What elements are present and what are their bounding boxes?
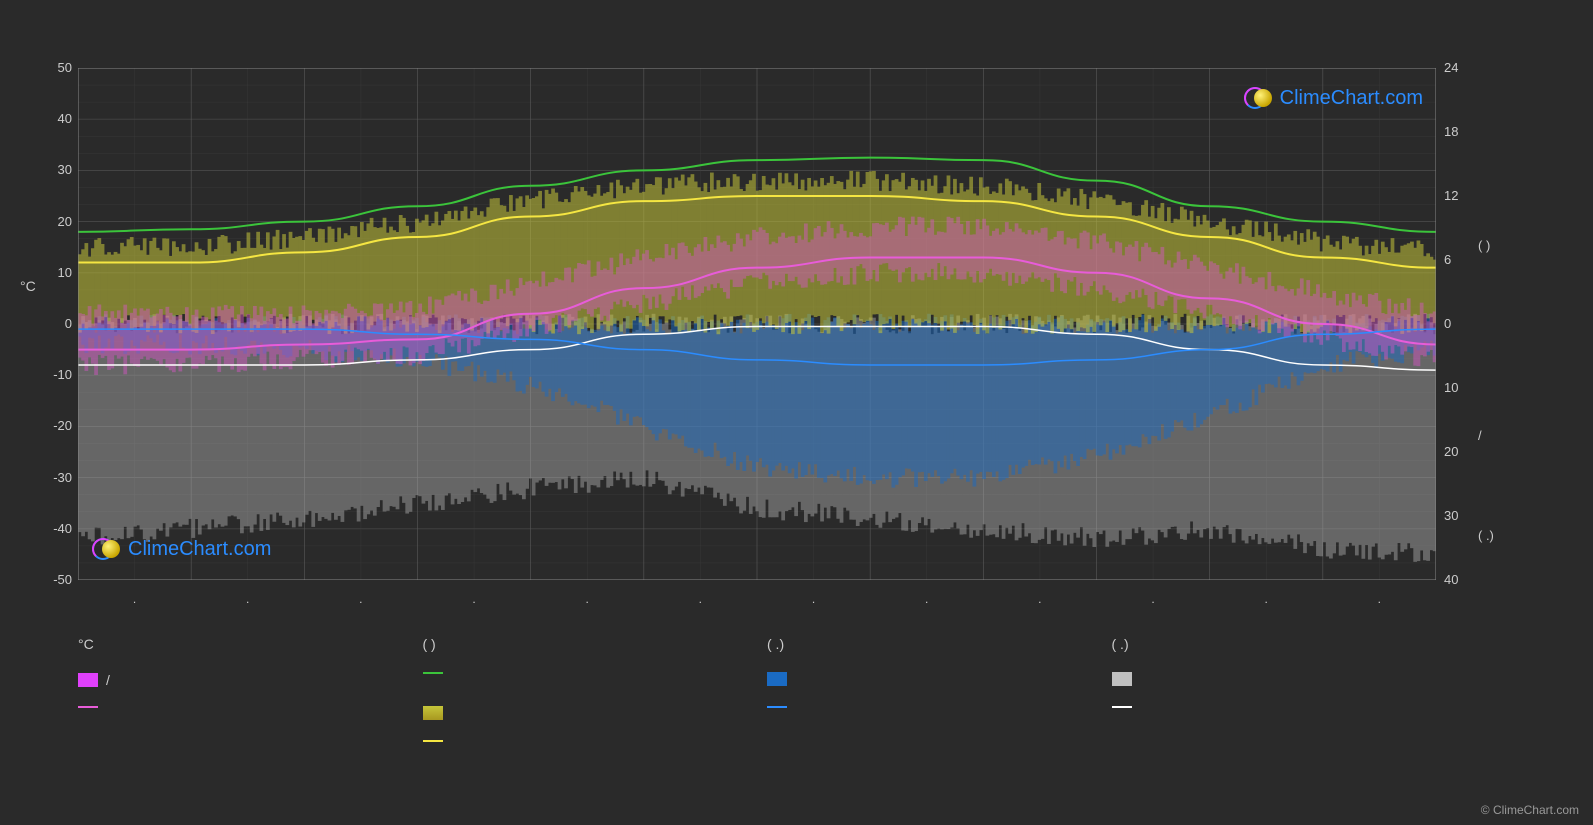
legend-row-3 bbox=[78, 702, 1436, 724]
y-tick-right: 40 bbox=[1444, 572, 1484, 587]
month-label: . bbox=[983, 592, 1096, 606]
month-label: . bbox=[191, 592, 304, 606]
y-tick-left: -10 bbox=[32, 367, 72, 382]
y-tick-left: -30 bbox=[32, 470, 72, 485]
legend-temp-low bbox=[78, 706, 403, 708]
logo-icon bbox=[1244, 84, 1272, 112]
legend-row-2: / bbox=[78, 668, 1436, 692]
legend-header-1: °C bbox=[78, 636, 403, 652]
y-tick-left: -50 bbox=[32, 572, 72, 587]
y-tick-left: 20 bbox=[32, 214, 72, 229]
y-tick-right: 10 bbox=[1444, 380, 1484, 395]
y-tick-left: 30 bbox=[32, 162, 72, 177]
watermark-bottom: ClimeChart.com bbox=[92, 535, 271, 563]
chart-svg bbox=[78, 68, 1436, 580]
legend-precip-line bbox=[767, 706, 1092, 708]
legend-header-3: ( .) bbox=[767, 636, 1092, 652]
month-label: . bbox=[304, 592, 417, 606]
watermark-top: ClimeChart.com bbox=[1244, 84, 1423, 112]
month-label: . bbox=[531, 592, 644, 606]
y-axis-right-title: ( ) bbox=[1478, 238, 1518, 253]
y-tick-right: 0 bbox=[1444, 316, 1484, 331]
legend-row-4 bbox=[78, 736, 1436, 746]
legend-headers: °C ( ) ( .) ( .) bbox=[78, 636, 1436, 652]
legend-sunshine bbox=[1112, 706, 1437, 708]
y-tick-left: 40 bbox=[32, 111, 72, 126]
y-tick-left: 0 bbox=[32, 316, 72, 331]
y-tick-left: 10 bbox=[32, 265, 72, 280]
month-label: . bbox=[418, 592, 531, 606]
month-label: . bbox=[1097, 592, 1210, 606]
y-tick-right: 6 bbox=[1444, 252, 1484, 267]
legend-temp-max bbox=[423, 672, 748, 674]
y-tick-left: -20 bbox=[32, 418, 72, 433]
month-label: . bbox=[757, 592, 870, 606]
y-tick-right: 20 bbox=[1444, 444, 1484, 459]
month-label: . bbox=[870, 592, 983, 606]
y-tick-left: -40 bbox=[32, 521, 72, 536]
legend-temp-high bbox=[423, 740, 748, 742]
y-tick-right: 18 bbox=[1444, 124, 1484, 139]
legend-rain bbox=[767, 672, 1092, 686]
y-tick-left: 50 bbox=[32, 60, 72, 75]
y-tick-right: 12 bbox=[1444, 188, 1484, 203]
month-label: . bbox=[1210, 592, 1323, 606]
legend-temp-minmax: / bbox=[78, 672, 403, 688]
legend-header-4: ( .) bbox=[1112, 636, 1437, 652]
y-axis-left-title: °C bbox=[20, 278, 36, 294]
chart-plot-area bbox=[78, 68, 1436, 580]
legend-header-2: ( ) bbox=[423, 636, 748, 652]
y-tick-right: 30 bbox=[1444, 508, 1484, 523]
month-label: . bbox=[644, 592, 757, 606]
y-axis-right-title: / bbox=[1478, 428, 1518, 443]
logo-icon bbox=[92, 535, 120, 563]
y-tick-right: 24 bbox=[1444, 60, 1484, 75]
legend-snow bbox=[1112, 672, 1437, 686]
month-label: . bbox=[1323, 592, 1436, 606]
legend-temp-range bbox=[423, 706, 748, 720]
y-axis-right-title: ( .) bbox=[1478, 528, 1518, 543]
month-label: . bbox=[78, 592, 191, 606]
copyright-text: © ClimeChart.com bbox=[1481, 803, 1579, 817]
